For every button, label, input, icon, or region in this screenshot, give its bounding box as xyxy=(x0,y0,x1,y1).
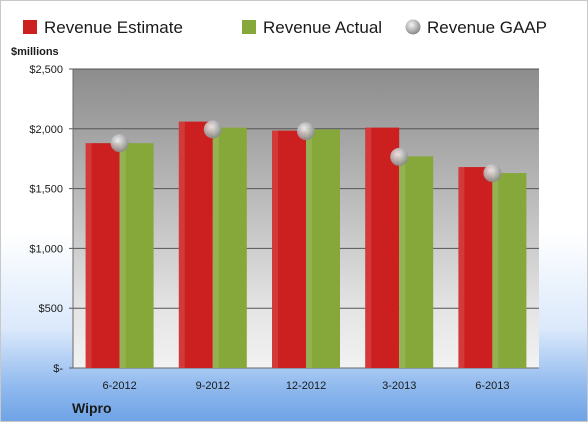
bar-revenue-estimate xyxy=(178,121,213,369)
bar-revenue-estimate xyxy=(365,127,400,368)
bar-revenue-estimate xyxy=(85,143,120,368)
bars xyxy=(85,121,527,369)
bar-highlight xyxy=(306,129,312,368)
legend-label: Revenue GAAP xyxy=(427,18,547,37)
y-tick-label: $- xyxy=(53,363,63,375)
bar-revenue-actual xyxy=(492,173,527,368)
bar-highlight xyxy=(399,156,406,368)
legend-swatch xyxy=(405,19,421,35)
bar-revenue-estimate xyxy=(272,130,306,368)
legend-label: Revenue Estimate xyxy=(44,18,183,37)
y-axis-ticks: $- $500 $1,000 $1,500 $2,000 $2,500 xyxy=(29,64,63,375)
company-label: Wipro xyxy=(72,400,112,416)
x-tick-label: 6-2013 xyxy=(475,380,509,392)
bar-revenue-actual xyxy=(212,127,247,368)
bar-highlight xyxy=(212,127,219,368)
y-tick-label: $1,500 xyxy=(29,184,63,196)
bar-highlight xyxy=(272,130,278,368)
y-tick-label: $1,000 xyxy=(29,243,63,255)
y-tick-label: $2,500 xyxy=(29,64,63,76)
bar-highlight xyxy=(492,173,499,368)
gaap-marker xyxy=(483,164,502,183)
bar-highlight xyxy=(458,167,465,368)
x-tick-label: 12-2012 xyxy=(286,380,326,392)
gaap-marker xyxy=(203,120,222,139)
legend: Revenue Estimate Revenue Actual Revenue GA… xyxy=(23,18,547,37)
bar-revenue-actual xyxy=(119,143,154,368)
bar-revenue-estimate xyxy=(458,167,493,368)
x-tick-label: 6-2012 xyxy=(102,380,136,392)
legend-label: Revenue Actual xyxy=(263,18,382,37)
gaap-marker xyxy=(390,147,409,166)
unit-label: $millions xyxy=(11,46,59,58)
x-axis-ticks: 6-2012 9-2012 12-2012 3-2013 6-2013 xyxy=(102,380,509,392)
legend-swatch xyxy=(23,20,37,34)
x-tick-label: 3-2013 xyxy=(382,380,416,392)
bar-highlight xyxy=(365,127,372,368)
y-tick-label: $2,000 xyxy=(29,124,63,136)
x-tick-label: 9-2012 xyxy=(196,380,230,392)
bar-highlight xyxy=(85,143,92,368)
gaap-marker xyxy=(297,122,315,141)
gaap-marker xyxy=(110,134,129,153)
bar-revenue-actual xyxy=(306,129,340,368)
y-tick-label: $500 xyxy=(39,303,63,315)
gaap-markers xyxy=(110,120,502,183)
bar-highlight xyxy=(178,121,185,369)
bar-highlight xyxy=(119,143,126,368)
bar-revenue-actual xyxy=(399,156,434,368)
legend-swatch xyxy=(242,20,256,34)
